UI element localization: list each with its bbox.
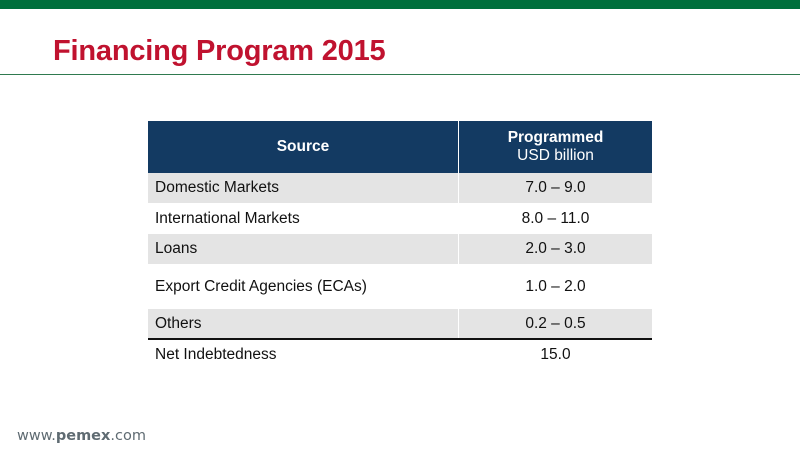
table-row: International Markets 8.0 – 11.0 xyxy=(148,203,652,234)
financing-table: Source Programmed USD billion Domestic M… xyxy=(148,121,652,370)
row-source: International Markets xyxy=(148,203,459,234)
row-source: Export Credit Agencies (ECAs) xyxy=(148,264,459,309)
row-value: 2.0 – 3.0 xyxy=(525,240,586,257)
slide-title: Financing Program 2015 xyxy=(53,35,386,67)
row-value: 7.0 – 9.0 xyxy=(525,179,586,196)
footer-url-suffix: .com xyxy=(110,428,146,444)
row-source: Domestic Markets xyxy=(148,173,459,203)
header-programmed-label: Programmed xyxy=(507,129,604,146)
top-bar xyxy=(0,0,800,9)
header-unit-label: USD billion xyxy=(517,147,594,164)
table-row: Others 0.2 – 0.5 xyxy=(148,309,652,340)
table-row: Domestic Markets 7.0 – 9.0 xyxy=(148,173,652,203)
row-value: 0.2 – 0.5 xyxy=(525,314,586,332)
footer-url: www.pemex.com xyxy=(17,428,146,444)
row-source: Others xyxy=(148,309,459,338)
table-row: Loans 2.0 – 3.0 xyxy=(148,234,652,264)
row-value: 1.0 – 2.0 xyxy=(525,277,586,295)
row-source: Net Indebtedness xyxy=(148,340,459,370)
row-source: Loans xyxy=(148,234,459,264)
table-row-total: Net Indebtedness 15.0 xyxy=(148,340,652,370)
table-row: Export Credit Agencies (ECAs) 1.0 – 2.0 xyxy=(148,264,652,309)
title-divider xyxy=(0,74,800,75)
footer-url-prefix: www. xyxy=(17,428,56,444)
row-value: 8.0 – 11.0 xyxy=(521,209,590,227)
header-programmed: Programmed USD billion xyxy=(459,121,652,173)
row-value: 15.0 xyxy=(540,346,571,363)
footer-url-brand: pemex xyxy=(55,428,111,444)
header-source: Source xyxy=(148,121,459,173)
table-header: Source Programmed USD billion xyxy=(148,121,652,173)
